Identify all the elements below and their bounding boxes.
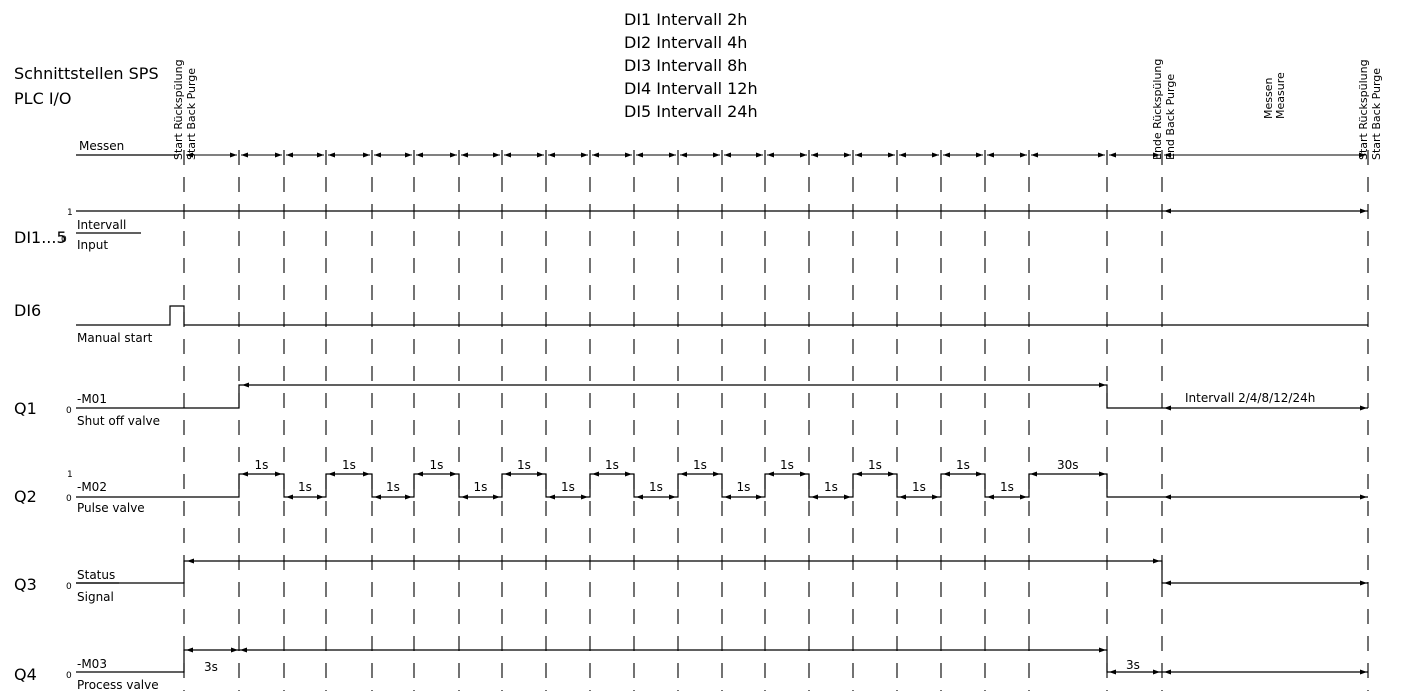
q2-pulse-label-3: 1s <box>386 480 400 494</box>
marker-measure: Messen Measure <box>1262 72 1287 119</box>
di15-name: DI1...5 <box>14 228 67 247</box>
marker-start-line-1: Start Rückspülung <box>172 59 185 160</box>
q2-pulse-label-2: 1s <box>342 458 356 472</box>
q2-level-hi: 1 <box>67 470 73 480</box>
interval-di1: DI1 Intervall 2h <box>624 10 747 29</box>
interval-di2: DI2 Intervall 4h <box>624 33 747 52</box>
q2-pulse-label-0: 1s <box>255 458 269 472</box>
q2-pulse-label-16: 1s <box>956 458 970 472</box>
marker-start-line-2: Start Back Purge <box>185 68 198 160</box>
q2-pulse-durations: 1s 1s 1s 1s 1s 1s 1s 1s 1s 1s 1s 1s 1s 1s 1s 1s 1s 1s <box>241 458 1027 500</box>
marker-start-purge: Start Rückspülung Start Back Purge <box>172 59 198 160</box>
marker-restart-purge: Start Rückspülung Start Back Purge <box>1357 59 1383 160</box>
q2-pulse-label-17: 1s <box>1000 480 1014 494</box>
q2-pulse-label-14: 1s <box>868 458 882 472</box>
q2-pulse-label-5: 1s <box>474 480 488 494</box>
q2-bottom-label: Pulse valve <box>77 501 145 515</box>
q2-pulse-label-1: 1s <box>298 480 312 494</box>
q2-pulse-label-6: 1s <box>517 458 531 472</box>
q1-bottom-label: Shut off valve <box>77 414 160 428</box>
q1-name: Q1 <box>14 399 37 418</box>
q2-pulse-label-13: 1s <box>824 480 838 494</box>
row-messen: Messen <box>76 139 1366 158</box>
q3-name: Q3 <box>14 575 37 594</box>
marker-restart-line-2: Start Back Purge <box>1370 68 1383 160</box>
marker-end-line-2: End Back Purge <box>1164 74 1177 160</box>
q4-level-lo: 0 <box>66 671 72 681</box>
q4-bottom-label: Process valve <box>77 678 159 691</box>
row-q1: Q1 0 -M01 Shut off valve Intervall 2/4/8… <box>14 382 1368 428</box>
q2-pulse-label-15: 1s <box>912 480 926 494</box>
q1-top-label: -M01 <box>77 392 107 406</box>
q4-end-delay-label: 3s <box>1126 658 1140 672</box>
row-q4: Q4 0 -M03 Process valve 3s 3s <box>14 647 1368 691</box>
di6-signal <box>76 305 1368 326</box>
di15-level-lo: 0 <box>61 235 67 245</box>
q2-pulse-label-9: 1s <box>649 480 663 494</box>
q2-pulse-signal <box>76 473 1368 498</box>
q3-bottom-label: Signal <box>77 590 114 604</box>
q2-top-label: -M02 <box>77 480 107 494</box>
row-di6: DI6 Manual start <box>14 301 1368 345</box>
q1-level-lo: 0 <box>66 406 72 416</box>
q2-pulse-label-12: 1s <box>780 458 794 472</box>
messen-label: Messen <box>79 139 124 153</box>
q2-final-label: 30s <box>1057 458 1079 472</box>
di15-top-label: Intervall <box>77 218 126 232</box>
interval-di5: DI5 Intervall 24h <box>624 102 758 121</box>
marker-end-line-1: Ende Rückspülung <box>1151 59 1164 160</box>
q4-top-label: -M03 <box>77 657 107 671</box>
di6-bottom-label: Manual start <box>77 331 153 345</box>
interval-di3: DI3 Intervall 8h <box>624 56 747 75</box>
row-q3: Q3 0 Status Signal <box>14 558 1368 604</box>
q2-pulse-label-11: 1s <box>737 480 751 494</box>
q2-pulse-label-10: 1s <box>693 458 707 472</box>
q3-top-label: Status <box>77 568 115 582</box>
row-q2: Q2 1 0 -M02 Pulse valve 1s1s1s1s1s1s1s1s… <box>14 458 1368 515</box>
di15-level-hi: 1 <box>67 208 73 218</box>
di6-name: DI6 <box>14 301 41 320</box>
q2-pulse-label-7: 1s <box>561 480 575 494</box>
row-di1-5: DI1...5 1 0 Intervall Input <box>14 208 1368 252</box>
q2-pulse-label-4: 1s <box>430 458 444 472</box>
q1-interval-label: Intervall 2/4/8/12/24h <box>1185 391 1315 405</box>
time-grid <box>183 150 1369 691</box>
di15-bottom-label: Input <box>77 238 108 252</box>
title-line-2: PLC I/O <box>14 89 72 108</box>
marker-end-purge: Ende Rückspülung End Back Purge <box>1151 59 1177 160</box>
q4-start-delay-label: 3s <box>204 660 218 674</box>
interval-list: DI1 Intervall 2h DI2 Intervall 4h DI3 In… <box>624 10 758 121</box>
interval-di4: DI4 Intervall 12h <box>624 79 758 98</box>
q2-level-lo: 0 <box>66 494 72 504</box>
marker-measure-line-2: Measure <box>1274 72 1287 119</box>
q4-name: Q4 <box>14 665 37 684</box>
q3-level-lo: 0 <box>66 582 72 592</box>
marker-measure-line-1: Messen <box>1262 78 1275 119</box>
q2-pulse-label-8: 1s <box>605 458 619 472</box>
title-line-1: Schnittstellen SPS <box>14 64 159 83</box>
marker-restart-line-1: Start Rückspülung <box>1357 59 1370 160</box>
q2-name: Q2 <box>14 487 37 506</box>
